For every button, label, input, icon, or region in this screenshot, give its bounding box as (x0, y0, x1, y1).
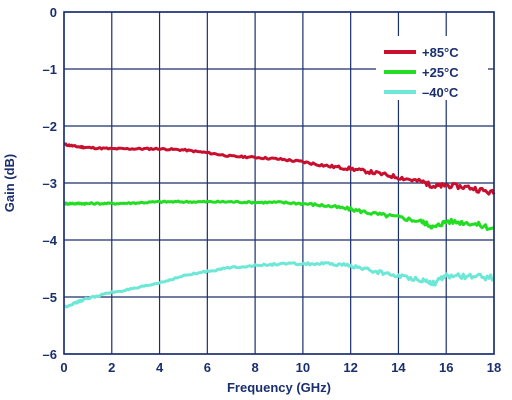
y-tick-label: –3 (43, 176, 57, 191)
plot-frame (63, 11, 495, 355)
x-tick-label: 14 (391, 360, 406, 375)
y-tick-label: –1 (43, 62, 57, 77)
x-tick-label: 18 (487, 360, 501, 375)
x-tick-label: 6 (204, 360, 211, 375)
legend-background (376, 36, 488, 100)
x-axis-title: Frequency (GHz) (227, 380, 331, 395)
y-tick-labels: 0 –1 –2 –3 –4 –5 –6 (43, 5, 58, 362)
x-tick-label: 10 (296, 360, 310, 375)
series-line (63, 261, 495, 309)
series-layer (63, 142, 496, 309)
y-tick-label: –4 (43, 233, 58, 248)
y-tick-label: 0 (50, 5, 57, 20)
legend-label: –40°C (422, 85, 459, 100)
y-axis-title: Gain (dB) (2, 154, 17, 213)
series-line (63, 142, 496, 196)
legend: +85°C +25°C –40°C (384, 45, 459, 100)
series-line (63, 199, 495, 231)
y-tick-label: –2 (43, 119, 57, 134)
x-tick-label: 16 (439, 360, 453, 375)
x-tick-label: 8 (251, 360, 258, 375)
x-tick-labels: 0 2 4 6 8 10 12 14 16 18 (60, 360, 501, 375)
y-tick-label: –5 (43, 290, 57, 305)
x-tick-label: 4 (156, 360, 164, 375)
legend-label: +25°C (422, 65, 459, 80)
legend-label: +85°C (422, 45, 459, 60)
x-tick-label: 2 (108, 360, 115, 375)
x-tick-label: 0 (60, 360, 67, 375)
y-tick-label: –6 (43, 347, 57, 362)
x-tick-label: 12 (343, 360, 357, 375)
